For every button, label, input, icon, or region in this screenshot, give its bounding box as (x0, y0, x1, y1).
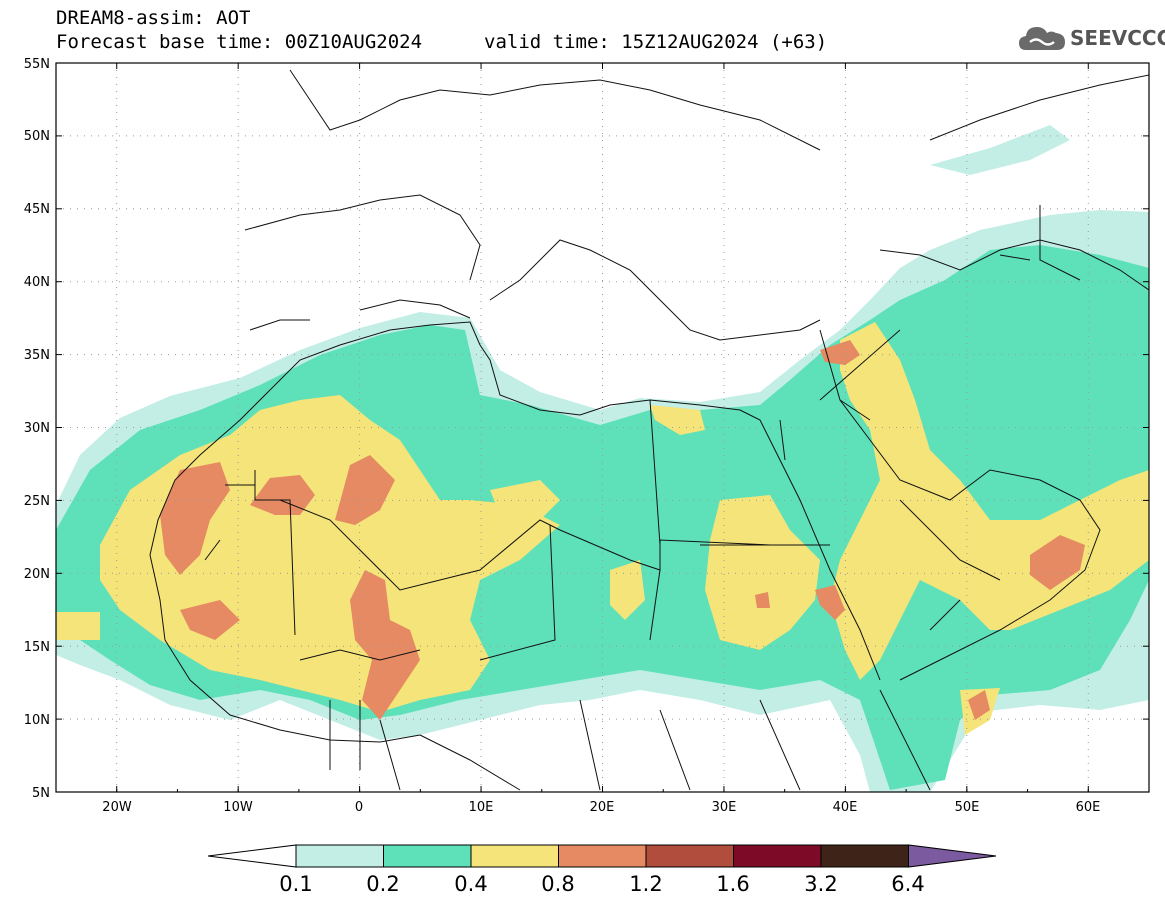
aot-contour-0.4 (610, 560, 645, 620)
aot-contour-0.4 (650, 405, 705, 435)
lon-axis: 20W 10W 0 10E 20E 30E 40E 50E 60E (102, 800, 1100, 815)
lon-tick-label: 50E (955, 800, 980, 815)
lat-tick-label: 50N (24, 129, 50, 144)
aot-contour-0.8 (755, 592, 770, 608)
lat-tick-label: 5N (32, 786, 50, 801)
colorbar-swatch (820, 844, 909, 868)
seevccc-logo: SEEVCCC (1018, 22, 1165, 56)
colorbar-swatch (383, 844, 472, 868)
colorbar-swatch (645, 844, 734, 868)
colorbar-swatch (295, 844, 384, 868)
aot-contour-0.8 (350, 570, 420, 720)
model-title: DREAM8-assim: AOT (56, 7, 251, 29)
aot-contour-0.8 (335, 455, 395, 525)
colorbar-swatch (470, 844, 559, 868)
colorbar-label: 0.2 (366, 872, 399, 896)
aot-contour-0.4 (56, 612, 100, 640)
cloud-icon (1019, 27, 1065, 50)
lon-tick-label: 60E (1076, 800, 1101, 815)
aot-contour-0.8 (160, 462, 230, 575)
colorbar-labels: 0.1 0.2 0.4 0.8 1.2 1.6 3.2 6.4 (279, 872, 924, 896)
colorbar (207, 844, 997, 868)
aot-contour-0.4 (705, 495, 820, 650)
aot-contour-0.8 (968, 690, 990, 720)
valid-time: valid time: 15Z12AUG2024 (+63) (484, 31, 828, 53)
aot-contour-0.8 (180, 600, 240, 640)
logo-text: SEEVCCC (1070, 26, 1165, 50)
lat-tick-label: 40N (24, 275, 50, 290)
lon-tick-label: 10W (223, 800, 253, 815)
lat-tick-label: 20N (24, 567, 50, 582)
lon-tick-label: 20E (590, 800, 615, 815)
aot-contour-0.1 (930, 125, 1070, 175)
lat-tick-label: 45N (24, 202, 50, 217)
colorbar-label: 1.6 (716, 872, 749, 896)
aot-contour-0.8 (820, 340, 860, 365)
lat-tick-label: 35N (24, 348, 50, 363)
colorbar-label: 0.1 (279, 872, 312, 896)
aot-contour-0.8 (250, 475, 315, 515)
colorbar-label: 0.8 (541, 872, 574, 896)
aot-contour-0.8 (815, 585, 845, 620)
lat-axis: 5N 10N 15N 20N 25N 30N 35N 40N 45N 50N 5… (24, 57, 50, 801)
colorbar-label: 6.4 (891, 872, 924, 896)
colorbar-max-arrow (908, 844, 997, 868)
lon-tick-label: 40E (833, 800, 858, 815)
colorbar-swatch (558, 844, 647, 868)
colorbar-swatch (733, 844, 822, 868)
colorbar-label: 3.2 (804, 872, 837, 896)
aot-contour-0.8 (1030, 535, 1085, 590)
colorbar-label: 0.4 (454, 872, 487, 896)
lon-tick-label: 20W (102, 800, 132, 815)
forecast-base-time: Forecast base time: 00Z10AUG2024 (56, 31, 423, 53)
axis-ticks (55, 62, 1150, 793)
aot-contour-0.4 (830, 322, 1149, 680)
lon-tick-label: 0 (355, 800, 363, 815)
lat-tick-label: 55N (24, 57, 50, 72)
graticule (56, 63, 1149, 792)
coastlines-borders (149, 69, 1149, 791)
lat-tick-label: 30N (24, 421, 50, 436)
colorbar-min-arrow (207, 844, 297, 868)
lat-tick-label: 25N (24, 494, 50, 509)
colorbar-label: 1.2 (629, 872, 662, 896)
lat-tick-label: 15N (24, 640, 50, 655)
lat-tick-label: 10N (24, 713, 50, 728)
lon-tick-label: 10E (469, 800, 494, 815)
lon-tick-label: 30E (712, 800, 737, 815)
